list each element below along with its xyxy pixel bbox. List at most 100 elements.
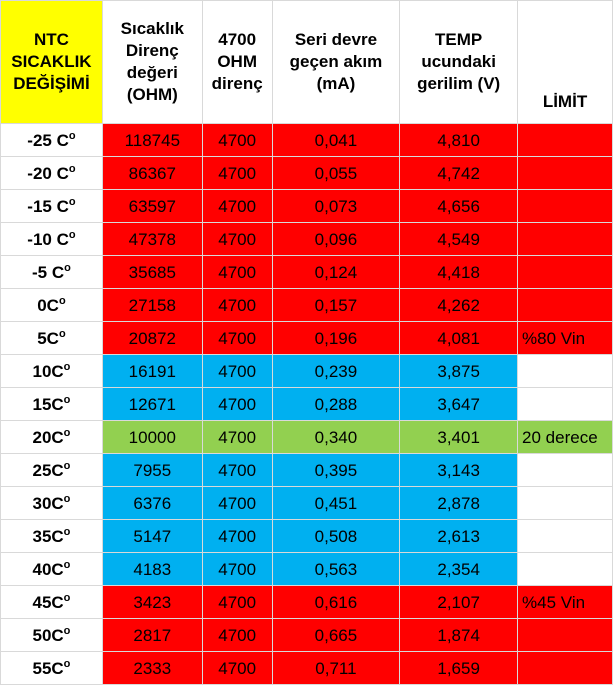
resistance-cell[interactable]: 10000 (101, 420, 203, 454)
fixed-resistor-cell[interactable]: 4700 (201, 651, 273, 685)
temperature-cell[interactable]: 35Co (0, 519, 103, 553)
current-cell[interactable]: 0,711 (271, 651, 401, 685)
voltage-cell[interactable]: 3,401 (399, 420, 519, 454)
fixed-resistor-cell[interactable]: 4700 (201, 618, 273, 652)
resistance-cell[interactable]: 35685 (101, 255, 203, 289)
current-cell[interactable]: 0,563 (271, 552, 401, 586)
limit-cell[interactable] (517, 618, 613, 652)
temperature-cell[interactable]: 55Co (0, 651, 103, 685)
fixed-resistor-cell[interactable]: 4700 (201, 453, 273, 487)
current-cell[interactable]: 0,096 (271, 222, 401, 256)
resistance-cell[interactable]: 6376 (101, 486, 203, 520)
fixed-resistor-cell[interactable]: 4700 (201, 189, 273, 223)
resistance-cell[interactable]: 5147 (101, 519, 203, 553)
voltage-cell[interactable]: 3,875 (399, 354, 519, 388)
resistance-cell[interactable]: 7955 (101, 453, 203, 487)
voltage-cell[interactable]: 4,810 (399, 123, 519, 157)
fixed-resistor-cell[interactable]: 4700 (201, 156, 273, 190)
current-cell[interactable]: 0,340 (271, 420, 401, 454)
current-cell[interactable]: 0,395 (271, 453, 401, 487)
temperature-cell[interactable]: 15Co (0, 387, 103, 421)
limit-cell[interactable]: %45 Vin (517, 585, 613, 619)
current-cell[interactable]: 0,665 (271, 618, 401, 652)
voltage-cell[interactable]: 1,874 (399, 618, 519, 652)
voltage-cell[interactable]: 2,107 (399, 585, 519, 619)
fixed-resistor-cell[interactable]: 4700 (201, 222, 273, 256)
fixed-resistor-cell[interactable]: 4700 (201, 420, 273, 454)
current-cell[interactable]: 0,124 (271, 255, 401, 289)
header-current[interactable]: Seri devre geçen akım (mA) (271, 0, 401, 124)
resistance-cell[interactable]: 86367 (101, 156, 203, 190)
voltage-cell[interactable]: 4,418 (399, 255, 519, 289)
temperature-cell[interactable]: 45Co (0, 585, 103, 619)
fixed-resistor-cell[interactable]: 4700 (201, 255, 273, 289)
temperature-cell[interactable]: 50Co (0, 618, 103, 652)
temperature-cell[interactable]: 25Co (0, 453, 103, 487)
resistance-cell[interactable]: 47378 (101, 222, 203, 256)
temperature-cell[interactable]: -5 Co (0, 255, 103, 289)
fixed-resistor-cell[interactable]: 4700 (201, 519, 273, 553)
resistance-cell[interactable]: 2333 (101, 651, 203, 685)
limit-cell[interactable] (517, 651, 613, 685)
resistance-cell[interactable]: 2817 (101, 618, 203, 652)
header-limit[interactable]: LİMİT (517, 0, 613, 124)
fixed-resistor-cell[interactable]: 4700 (201, 123, 273, 157)
current-cell[interactable]: 0,196 (271, 321, 401, 355)
temperature-cell[interactable]: 20Co (0, 420, 103, 454)
limit-cell[interactable] (517, 519, 613, 553)
temperature-cell[interactable]: -10 Co (0, 222, 103, 256)
voltage-cell[interactable]: 1,659 (399, 651, 519, 685)
limit-cell[interactable] (517, 387, 613, 421)
fixed-resistor-cell[interactable]: 4700 (201, 387, 273, 421)
fixed-resistor-cell[interactable]: 4700 (201, 486, 273, 520)
limit-cell[interactable] (517, 255, 613, 289)
temperature-cell[interactable]: 30Co (0, 486, 103, 520)
voltage-cell[interactable]: 3,647 (399, 387, 519, 421)
fixed-resistor-cell[interactable]: 4700 (201, 288, 273, 322)
limit-cell[interactable] (517, 288, 613, 322)
resistance-cell[interactable]: 27158 (101, 288, 203, 322)
fixed-resistor-cell[interactable]: 4700 (201, 585, 273, 619)
fixed-resistor-cell[interactable]: 4700 (201, 354, 273, 388)
resistance-cell[interactable]: 4183 (101, 552, 203, 586)
header-fixed-resistor[interactable]: 4700 OHM direnç (201, 0, 273, 124)
temperature-cell[interactable]: 40Co (0, 552, 103, 586)
current-cell[interactable]: 0,055 (271, 156, 401, 190)
temperature-cell[interactable]: -20 Co (0, 156, 103, 190)
voltage-cell[interactable]: 4,081 (399, 321, 519, 355)
header-ntc-temperature[interactable]: NTC SICAKLIK DEĞİŞİMİ (0, 0, 103, 124)
current-cell[interactable]: 0,239 (271, 354, 401, 388)
limit-cell[interactable] (517, 156, 613, 190)
voltage-cell[interactable]: 4,656 (399, 189, 519, 223)
limit-cell[interactable] (517, 552, 613, 586)
voltage-cell[interactable]: 4,262 (399, 288, 519, 322)
temperature-cell[interactable]: 5Co (0, 321, 103, 355)
temperature-cell[interactable]: 0Co (0, 288, 103, 322)
voltage-cell[interactable]: 2,878 (399, 486, 519, 520)
limit-cell[interactable]: %80 Vin (517, 321, 613, 355)
voltage-cell[interactable]: 4,742 (399, 156, 519, 190)
current-cell[interactable]: 0,041 (271, 123, 401, 157)
voltage-cell[interactable]: 2,613 (399, 519, 519, 553)
resistance-cell[interactable]: 16191 (101, 354, 203, 388)
fixed-resistor-cell[interactable]: 4700 (201, 321, 273, 355)
resistance-cell[interactable]: 3423 (101, 585, 203, 619)
current-cell[interactable]: 0,616 (271, 585, 401, 619)
temperature-cell[interactable]: -25 Co (0, 123, 103, 157)
temperature-cell[interactable]: -15 Co (0, 189, 103, 223)
limit-cell[interactable] (517, 354, 613, 388)
header-resistance[interactable]: Sıcaklık Direnç değeri (OHM) (101, 0, 203, 124)
limit-cell[interactable] (517, 222, 613, 256)
current-cell[interactable]: 0,073 (271, 189, 401, 223)
fixed-resistor-cell[interactable]: 4700 (201, 552, 273, 586)
current-cell[interactable]: 0,288 (271, 387, 401, 421)
voltage-cell[interactable]: 3,143 (399, 453, 519, 487)
current-cell[interactable]: 0,157 (271, 288, 401, 322)
resistance-cell[interactable]: 20872 (101, 321, 203, 355)
current-cell[interactable]: 0,508 (271, 519, 401, 553)
resistance-cell[interactable]: 118745 (101, 123, 203, 157)
resistance-cell[interactable]: 12671 (101, 387, 203, 421)
resistance-cell[interactable]: 63597 (101, 189, 203, 223)
limit-cell[interactable]: 20 derece (517, 420, 613, 454)
limit-cell[interactable] (517, 123, 613, 157)
